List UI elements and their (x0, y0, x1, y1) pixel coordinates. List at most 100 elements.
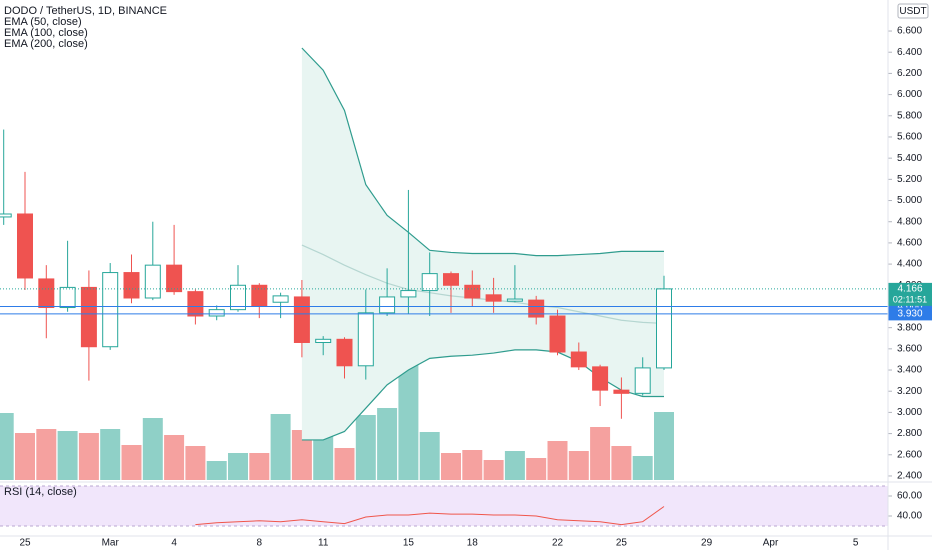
volume-bar (441, 453, 461, 480)
y-tick-label: 3.400 (897, 365, 922, 376)
volume-bar (568, 451, 589, 480)
y-tick-label: 2.800 (897, 428, 922, 439)
volume-bar (100, 429, 121, 480)
volume-bar (228, 453, 248, 480)
volume-bar (0, 413, 14, 480)
rsi-y-tick-label: 40.00 (897, 511, 922, 522)
volume-bar (355, 415, 376, 480)
y-tick-label: 6.000 (897, 89, 922, 100)
volume-bar (15, 433, 35, 480)
volume-bar (206, 461, 227, 480)
x-tick-label: 11 (318, 538, 329, 549)
volume-bar (654, 412, 674, 480)
volume-bar (398, 360, 419, 480)
volume-bar (249, 453, 270, 480)
y-tick-label: 3.800 (897, 322, 922, 333)
candle-body (230, 284, 246, 311)
chart-title: DODO / TetherUS, 1D, BINANCE (4, 5, 167, 17)
candle-body (315, 338, 332, 343)
volume-bar (462, 450, 483, 480)
band-fill (301, 47, 664, 440)
candle-body (528, 299, 545, 318)
price-line-badge (888, 307, 932, 321)
candle-body (634, 367, 651, 394)
ema-line (301, 47, 664, 257)
x-tick-label: 29 (701, 538, 713, 549)
rsi-y-tick-label: 60.00 (897, 491, 922, 502)
candle-body (38, 278, 55, 309)
candle-body (506, 298, 523, 302)
candle-body (187, 291, 204, 317)
volume-bar (121, 445, 142, 480)
volume-bar (526, 458, 547, 480)
volume-bar (334, 448, 355, 480)
last-price-badge (888, 282, 932, 306)
y-tick-label: 3.200 (897, 386, 922, 397)
x-tick-label: 25 (616, 538, 628, 549)
rsi-band (0, 486, 888, 526)
x-tick-label: 22 (552, 538, 564, 549)
candle-body (0, 213, 12, 218)
x-tick-label: 8 (257, 538, 263, 549)
candle-body (549, 315, 566, 353)
candle-body (166, 264, 183, 293)
price-line-label: 4.000 (897, 301, 922, 312)
x-tick-label: Mar (102, 538, 120, 549)
candle-body (208, 309, 225, 317)
ema-line (301, 244, 665, 325)
volume-bar (291, 430, 312, 480)
candle-body (421, 273, 438, 292)
volume-bar (78, 433, 99, 480)
x-tick-label: 15 (403, 538, 415, 549)
y-tick-label: 5.800 (897, 110, 922, 121)
y-tick-label: 3.000 (897, 407, 922, 418)
volume-bar (57, 431, 78, 480)
candle-body (400, 290, 417, 298)
volume-bar (632, 456, 653, 480)
x-tick-label: 4 (171, 538, 177, 549)
x-tick-label: Apr (763, 538, 779, 549)
volume-bar (164, 435, 185, 480)
x-tick-label: 18 (467, 538, 479, 549)
candle-body (656, 288, 672, 369)
volume-bar (611, 446, 632, 480)
volume-bar (547, 441, 568, 480)
candle-body (443, 273, 459, 286)
y-tick-label: 4.600 (897, 238, 922, 249)
volume-bar (142, 418, 163, 480)
y-tick-label: 6.200 (897, 68, 922, 79)
y-tick-label: 2.600 (897, 449, 922, 460)
volume-bar (313, 429, 334, 480)
y-tick-label: 6.600 (897, 26, 922, 37)
currency-label: USDT (899, 6, 926, 17)
legend-item: EMA (200, close) (4, 38, 88, 50)
volume-bar (36, 429, 57, 480)
candle-body (80, 286, 97, 348)
currency-badge[interactable] (897, 3, 929, 19)
y-tick-label: 5.200 (897, 174, 922, 185)
y-tick-label: 2.400 (897, 471, 922, 482)
y-tick-label: 4.400 (897, 259, 922, 270)
candle-body (336, 338, 353, 367)
y-tick-label: 6.400 (897, 47, 922, 58)
candle-body (464, 284, 481, 299)
y-tick-label: 5.000 (897, 195, 922, 206)
candle-body (272, 295, 289, 303)
volume-bar (504, 451, 525, 480)
x-tick-label: 5 (853, 538, 859, 549)
candle-body (357, 312, 374, 367)
candle-body (570, 351, 587, 368)
x-tick-label: 25 (19, 538, 31, 549)
volume-bar (590, 427, 611, 480)
candle-body (293, 296, 310, 343)
volume-bar (185, 446, 206, 480)
y-tick-label: 5.400 (897, 153, 922, 164)
candle-body (144, 264, 161, 299)
last-price-label: 4.166 (897, 284, 922, 295)
y-tick-label: 4.800 (897, 216, 922, 227)
volume-bar (419, 432, 440, 480)
y-tick-label: 3.600 (897, 343, 922, 354)
candle-body (123, 272, 140, 299)
volume-bar (270, 414, 291, 480)
volume-bar (377, 408, 398, 480)
